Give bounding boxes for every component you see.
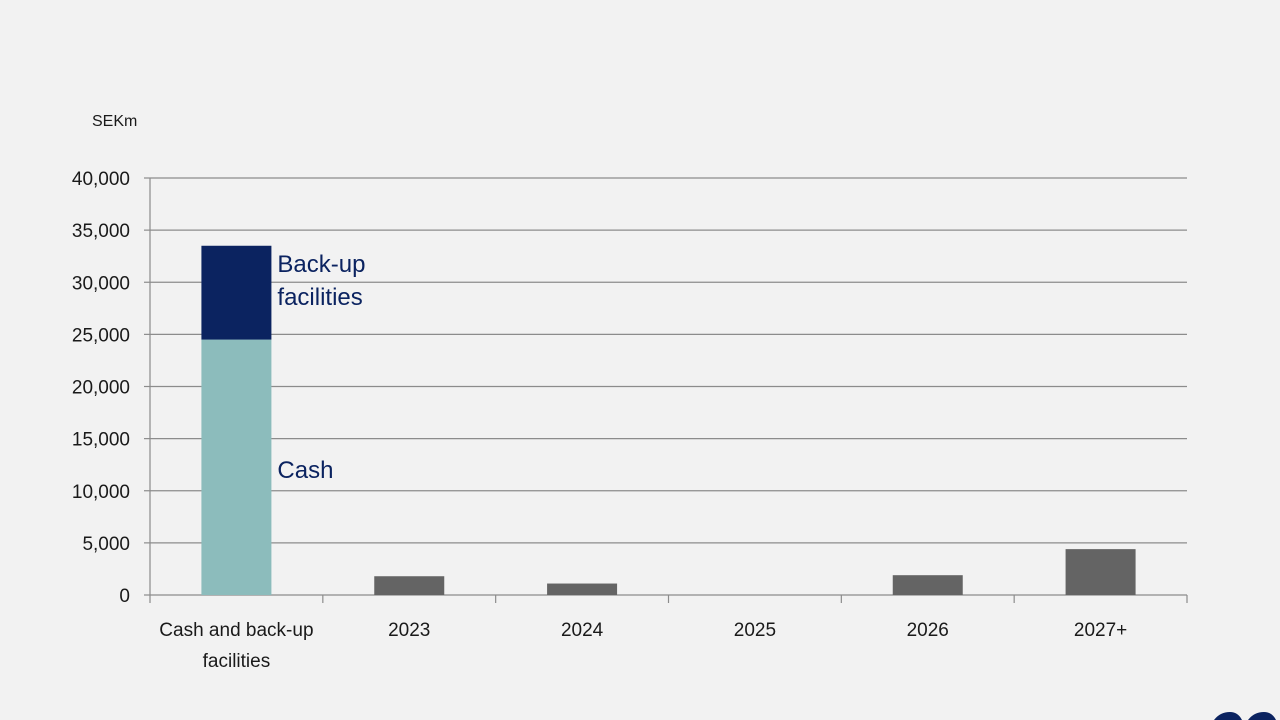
stacked-bar-segment-backup-facilities [201, 245, 272, 340]
series-label-backup-facilities: Back-up [277, 251, 365, 278]
axes [149, 178, 1188, 603]
y-tick-label: 35,000 [72, 221, 130, 242]
x-axis-labels: Cash and back-up facilities 2023 2024 2025 20… [159, 620, 1127, 672]
x-category-label: 2024 [561, 620, 604, 641]
y-tick-label: 15,000 [72, 430, 130, 451]
gridlines [150, 177, 1187, 544]
x-category-label: 2027+ [1074, 620, 1127, 641]
logo-fragment-icon [1214, 712, 1276, 720]
x-category-label: 2025 [734, 620, 776, 641]
y-tick-label: 25,000 [72, 325, 130, 346]
y-tick-label: 0 [119, 586, 130, 607]
maturity-bar [1065, 549, 1136, 595]
y-tick-label: 40,000 [72, 169, 130, 190]
maturity-bar [374, 576, 445, 595]
series-labels: Back-up facilities Cash [277, 251, 365, 484]
x-category-label: 2023 [388, 620, 430, 641]
maturity-bar [892, 575, 963, 595]
maturity-bar [547, 583, 618, 595]
x-category-label: Cash and back-up [159, 620, 313, 641]
y-tick-label: 30,000 [72, 273, 130, 294]
y-tick-label: 5,000 [82, 534, 130, 555]
x-category-label: facilities [203, 651, 271, 672]
series-label-backup-facilities: facilities [277, 284, 362, 311]
y-tick-label: 10,000 [72, 482, 130, 503]
bars [201, 245, 1136, 595]
y-tick-label: 20,000 [72, 378, 130, 399]
y-unit-label: SEKm [92, 113, 137, 130]
y-axis-ticks: 0 5,000 10,000 15,000 20,000 25,000 30,000 35,0… [72, 169, 150, 607]
stacked-bar-segment-cash [201, 339, 272, 595]
series-label-cash: Cash [277, 457, 333, 484]
x-category-label: 2026 [907, 620, 949, 641]
